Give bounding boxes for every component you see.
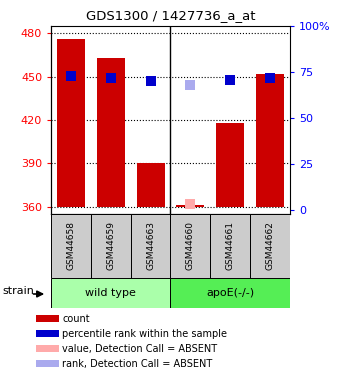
Text: strain: strain — [3, 286, 34, 296]
Text: GSM44658: GSM44658 — [66, 221, 76, 270]
Bar — [170, 214, 210, 278]
Bar — [91, 214, 131, 278]
Bar — [177, 205, 204, 207]
Bar — [250, 214, 290, 278]
Text: GSM44661: GSM44661 — [226, 221, 235, 270]
Bar — [216, 123, 244, 207]
Text: apoE(-/-): apoE(-/-) — [206, 288, 254, 297]
Text: wild type: wild type — [85, 288, 136, 297]
Text: value, Detection Call = ABSENT: value, Detection Call = ABSENT — [62, 344, 218, 354]
Bar — [131, 214, 170, 278]
Bar — [170, 278, 290, 308]
Bar — [137, 163, 164, 207]
Text: percentile rank within the sample: percentile rank within the sample — [62, 329, 227, 339]
Bar — [210, 214, 250, 278]
Bar — [51, 278, 170, 308]
Bar — [36, 315, 59, 322]
Text: rank, Detection Call = ABSENT: rank, Detection Call = ABSENT — [62, 359, 212, 369]
Text: GSM44659: GSM44659 — [106, 221, 115, 270]
Text: GSM44660: GSM44660 — [186, 221, 195, 270]
Text: count: count — [62, 314, 90, 324]
Bar — [36, 330, 59, 338]
Text: GSM44663: GSM44663 — [146, 221, 155, 270]
Title: GDS1300 / 1427736_a_at: GDS1300 / 1427736_a_at — [86, 9, 255, 22]
Bar — [256, 74, 284, 207]
Bar — [57, 39, 85, 207]
Bar — [36, 345, 59, 352]
Text: GSM44662: GSM44662 — [265, 221, 275, 270]
Bar — [97, 58, 125, 207]
Bar — [36, 360, 59, 368]
Bar — [51, 214, 91, 278]
